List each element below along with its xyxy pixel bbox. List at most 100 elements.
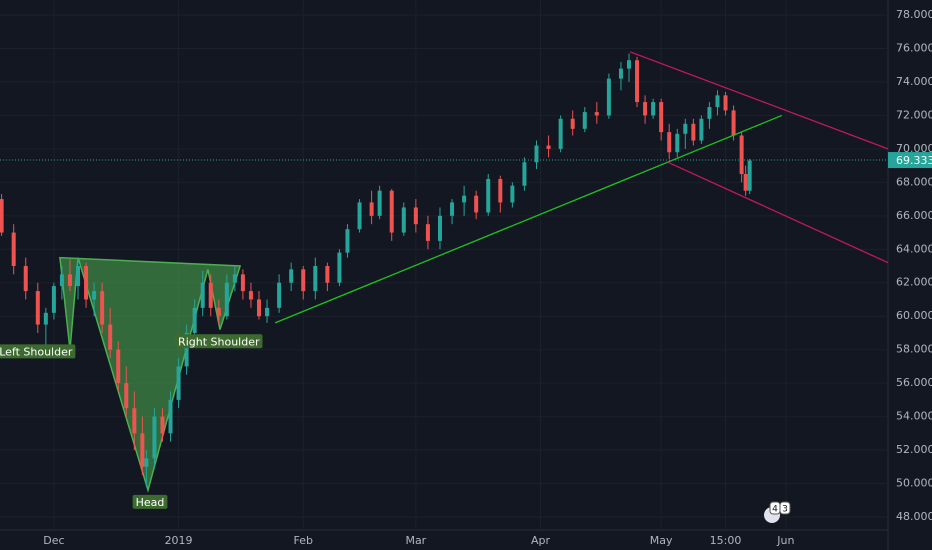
y-tick-label: 48.000 [896,510,932,523]
candle-body [739,135,744,174]
candle-body [76,266,81,287]
candle-body [337,252,342,283]
candle-body [425,224,430,241]
candle-body [486,179,491,213]
candle-body [627,60,631,69]
candle-body [462,195,467,203]
candle-body [168,399,173,434]
last-price-label: 69.333 [896,154,932,167]
x-tick-label: 15:00 [710,534,742,547]
candle-body [200,282,205,308]
candle-body [92,291,97,300]
candle-body [152,416,157,459]
candle-body [59,274,64,287]
candle-body [144,458,149,467]
candle-body [582,112,587,129]
y-tick-label: 70.000 [896,142,932,155]
label-box [132,494,168,509]
label-box [0,344,76,359]
candle-body [450,202,455,216]
candle-body [132,408,137,434]
candle-body [667,132,672,153]
candle-body [707,107,712,119]
candle-body [257,299,261,317]
y-tick-label: 66.000 [896,209,932,222]
candle-body [594,112,599,116]
candle-body [699,118,704,141]
x-tick-label: Dec [43,534,64,547]
candle-body [176,366,181,400]
candle-body [345,229,350,253]
candle-body [635,60,640,103]
candle-body [277,282,282,308]
candle-body [389,190,394,233]
candle-body [116,349,121,384]
y-tick-label: 52.000 [896,443,932,456]
candle-body [357,202,362,230]
pattern-label: Right Shoulder [175,334,263,349]
label-box [175,334,263,349]
y-tick-label: 54.000 [896,410,932,423]
channel-lower [667,161,889,264]
y-tick-label: 58.000 [896,343,932,356]
candle-body [51,286,56,313]
candle-body [651,102,656,116]
candle-body [67,274,72,287]
y-tick-label: 72.000 [896,108,932,121]
pattern-label: Head [132,494,168,509]
candle-body [265,307,270,317]
candle-body [0,199,4,233]
candle-body [325,266,330,283]
candle-body [731,110,736,136]
candle-body [84,266,89,300]
y-tick-label: 64.000 [896,242,932,255]
candle-body [11,232,16,267]
x-tick-label: Mar [405,534,426,547]
badge-count: 3 [782,505,788,515]
y-tick-label: 76.000 [896,42,932,55]
candle-body [522,162,527,186]
candle-body [723,95,728,111]
x-tick-label: May [650,534,673,547]
candle-body [743,173,748,191]
candle-body [108,324,113,350]
y-tick-label: 74.000 [896,75,932,88]
candle-body [558,118,563,149]
y-tick-label: 68.000 [896,175,932,188]
candle-body [208,282,213,308]
candle-body [643,102,648,116]
candle-body [546,145,551,149]
label-text: Left Shoulder [0,345,73,358]
label-text: Right Shoulder [178,335,260,348]
candle-body [534,145,539,163]
candle-body [413,207,418,225]
candle-body [498,179,503,203]
last-price-tag [888,152,932,169]
candle-body [140,433,145,467]
candle-body [100,291,105,325]
candle-body [301,269,306,292]
candle-body [747,160,752,191]
x-tick-label: Apr [531,534,551,547]
candle-body [23,266,28,292]
candle-body [691,123,696,141]
candle-body [715,95,720,108]
candle-body [683,123,688,134]
x-tick-label: Feb [293,534,312,547]
candle-body [401,207,406,233]
candle-body [474,195,479,213]
x-tick-label: 2019 [165,534,193,547]
y-tick-label: 62.000 [896,276,932,289]
label-text: Head [136,496,165,509]
candle-body [313,266,318,292]
candle-body [124,383,129,409]
candle-body [43,312,48,325]
badge-count: 4 [772,505,778,515]
candle-body [437,215,442,241]
candle-body [369,202,374,216]
candle-body [675,133,680,153]
candle-body [289,269,294,283]
y-tick-label: 60.000 [896,309,932,322]
candle-body [184,332,189,367]
